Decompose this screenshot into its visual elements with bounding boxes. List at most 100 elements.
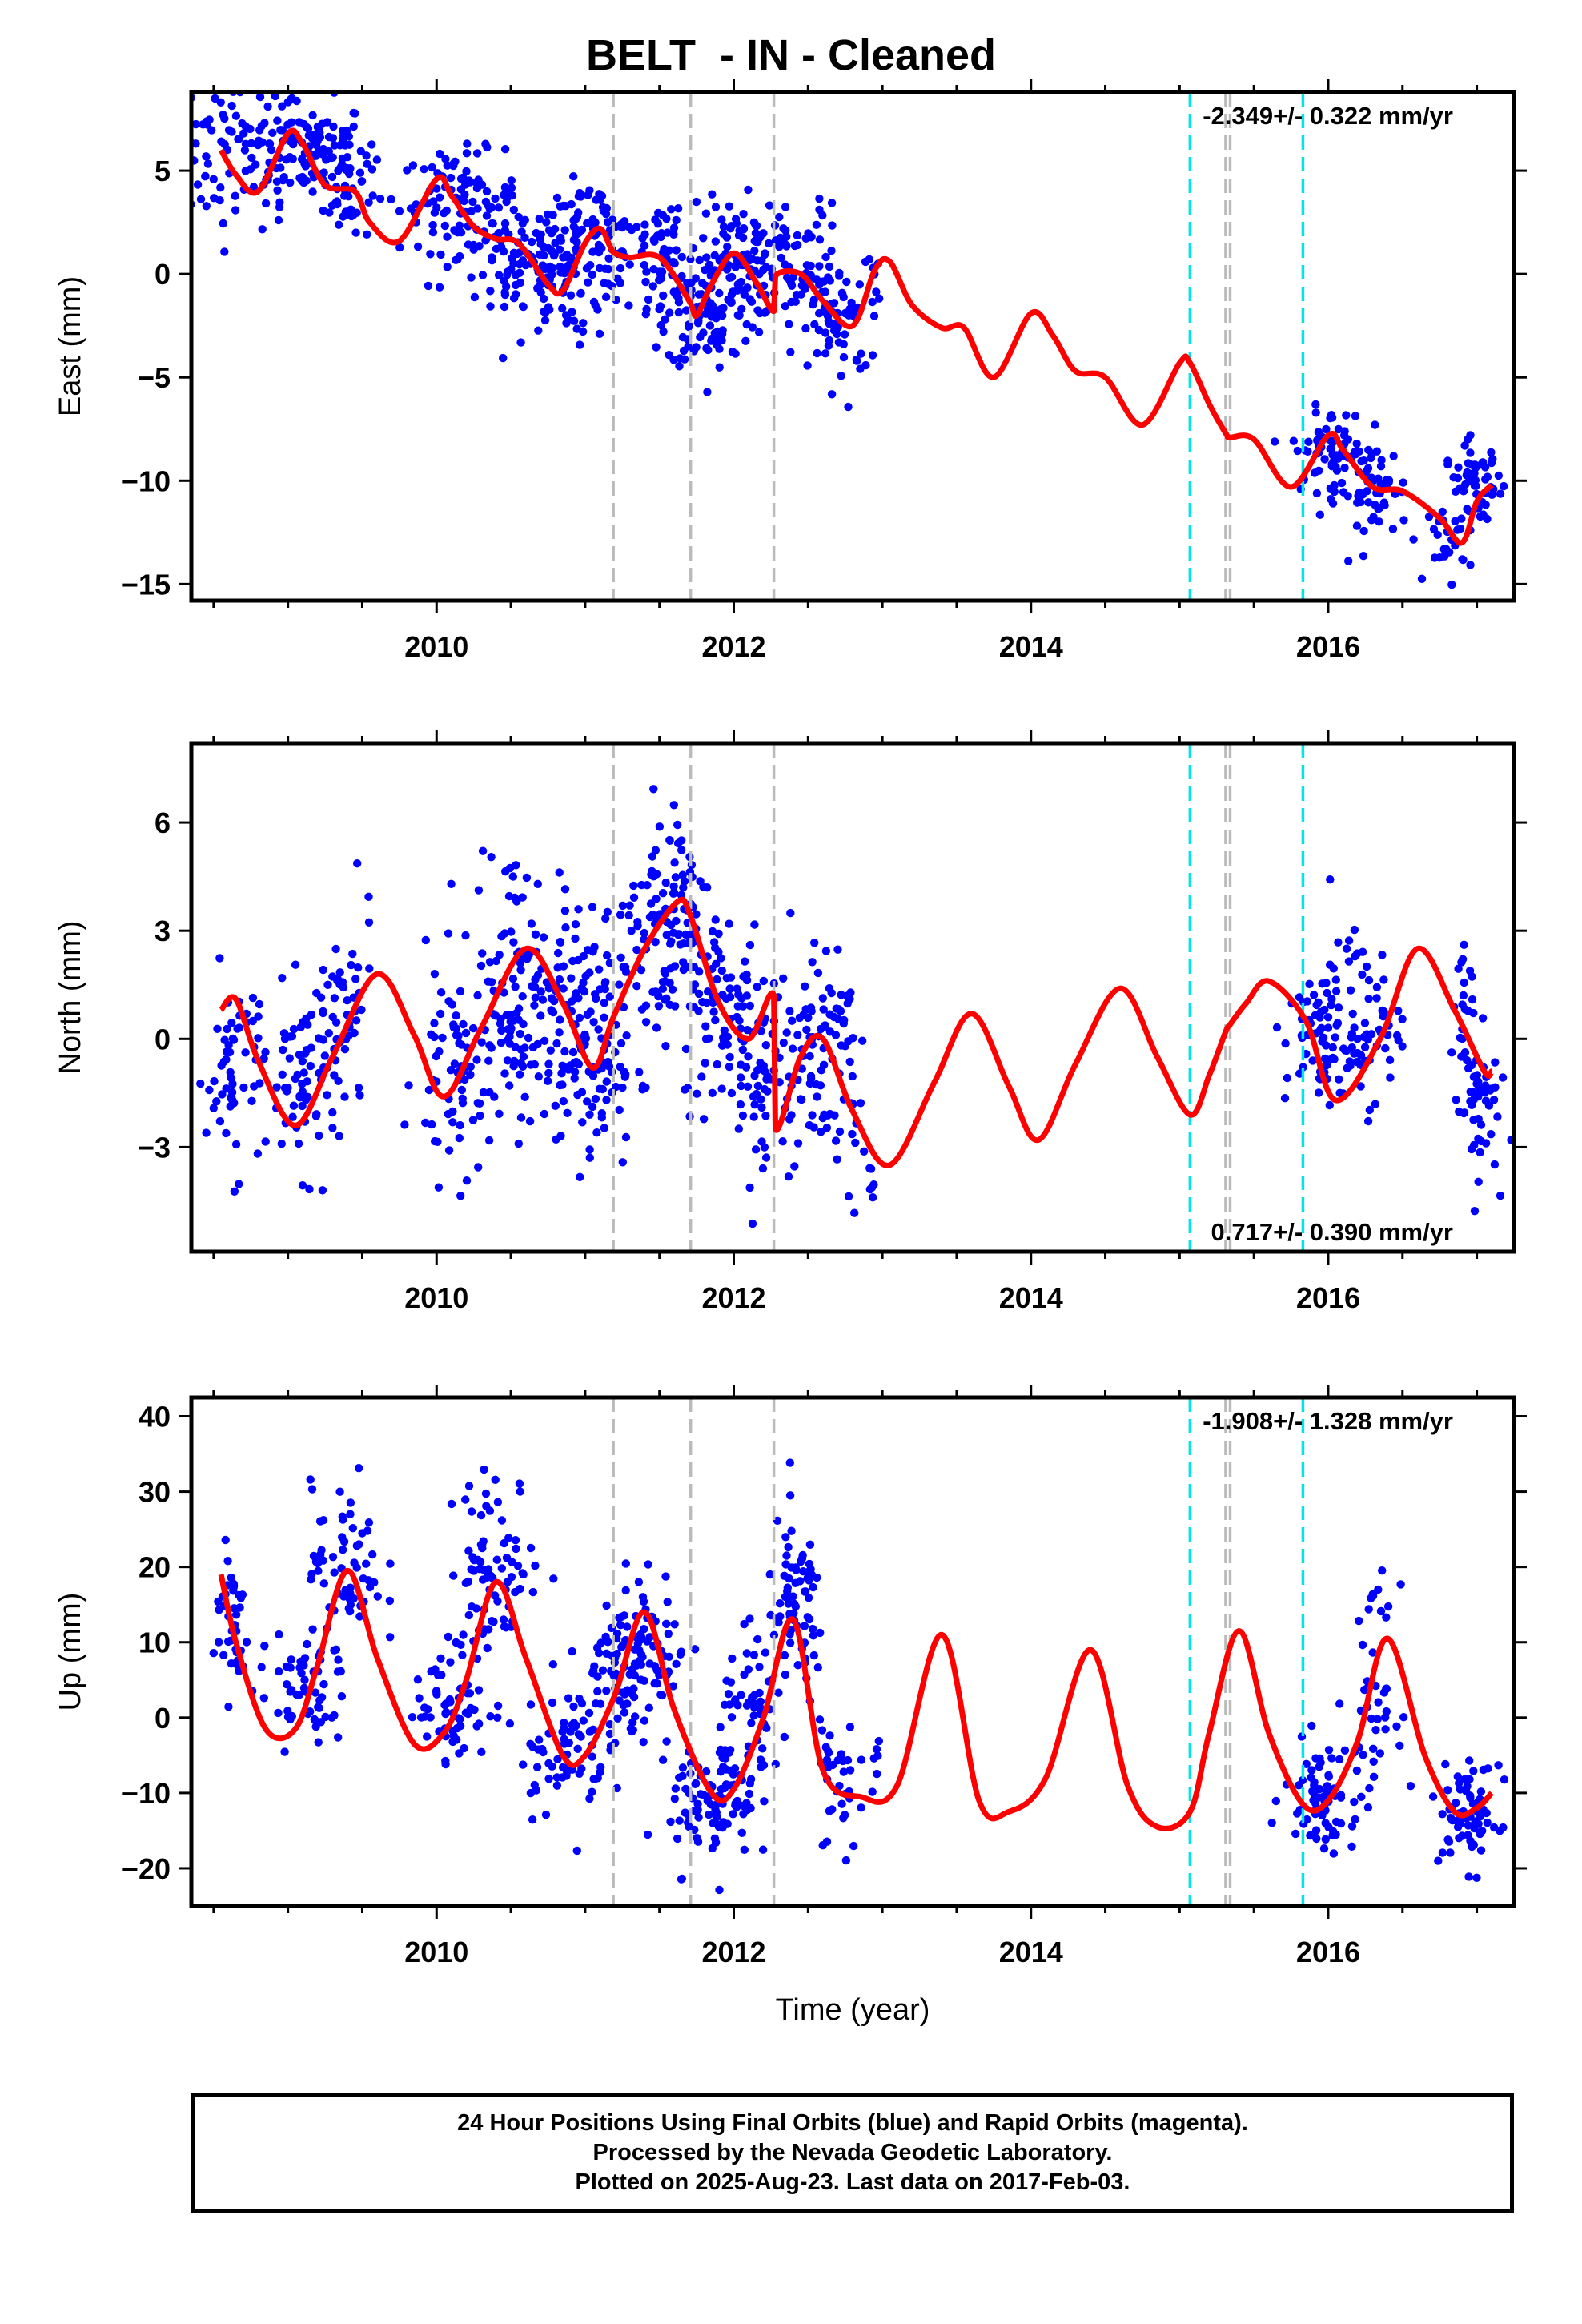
data-point <box>1447 1048 1456 1057</box>
data-point <box>282 1084 291 1093</box>
data-point <box>408 161 418 170</box>
data-point <box>560 1735 568 1743</box>
data-point <box>659 327 668 336</box>
data-point <box>534 326 543 335</box>
data-point <box>238 119 247 128</box>
plot-frame <box>189 741 1516 1254</box>
data-point <box>805 1540 815 1550</box>
data-point <box>461 931 470 940</box>
data-point <box>459 173 468 182</box>
data-point <box>470 292 480 302</box>
data-point <box>601 210 611 219</box>
data-point <box>446 1066 456 1075</box>
data-point <box>540 251 548 260</box>
data-point <box>759 976 768 986</box>
data-point <box>286 178 295 187</box>
data-point <box>1398 1015 1407 1023</box>
data-point <box>1466 561 1475 569</box>
data-point <box>1454 463 1463 472</box>
data-point <box>670 858 679 867</box>
data-point <box>452 255 460 264</box>
data-point <box>1469 1767 1478 1775</box>
data-point <box>485 1088 494 1097</box>
data-point <box>753 306 762 315</box>
data-point <box>1335 1075 1343 1084</box>
data-point <box>1395 1741 1404 1750</box>
data-point <box>503 1056 512 1065</box>
data-point <box>637 1633 646 1642</box>
data-point <box>619 963 628 971</box>
data-point <box>575 1694 584 1703</box>
data-point <box>616 1039 626 1048</box>
data-point <box>548 1698 557 1707</box>
data-point <box>763 1087 772 1096</box>
data-point <box>755 1688 764 1698</box>
data-point <box>625 260 634 269</box>
data-point <box>467 1565 476 1574</box>
data-point <box>1461 480 1470 489</box>
data-point <box>1460 940 1468 950</box>
data-point <box>724 1690 733 1699</box>
data-point <box>749 1112 758 1121</box>
data-point <box>210 1076 219 1086</box>
data-point <box>559 984 568 993</box>
data-point <box>591 1094 600 1104</box>
data-point <box>641 1018 651 1027</box>
data-point <box>486 287 495 296</box>
data-point <box>415 1694 424 1703</box>
data-point <box>815 308 824 318</box>
data-point <box>516 278 525 287</box>
data-point <box>404 1081 413 1090</box>
x-tick-label: 2014 <box>999 1936 1063 1968</box>
data-point <box>509 938 518 947</box>
data-point <box>1323 988 1331 998</box>
data-point <box>661 995 669 1004</box>
data-point <box>354 963 363 972</box>
data-point <box>848 1072 857 1081</box>
data-point <box>507 927 516 936</box>
data-point <box>551 1101 560 1111</box>
data-point <box>487 853 496 862</box>
data-point <box>286 1715 295 1724</box>
data-point <box>830 1111 839 1120</box>
data-point <box>612 1783 621 1793</box>
data-point <box>839 352 849 362</box>
data-point <box>300 1654 310 1663</box>
data-point <box>717 336 726 345</box>
data-point <box>298 1101 307 1111</box>
data-point <box>815 194 824 203</box>
data-point <box>561 311 571 320</box>
data-point <box>819 1060 829 1070</box>
data-point <box>705 1810 713 1819</box>
data-point <box>357 177 367 186</box>
data-point <box>468 1553 477 1562</box>
data-point <box>355 1612 364 1621</box>
data-point <box>261 1137 270 1146</box>
data-point <box>434 1671 443 1679</box>
data-point <box>644 1560 652 1569</box>
data-point <box>196 1079 205 1088</box>
data-point <box>306 1475 315 1484</box>
data-point <box>558 1080 567 1089</box>
data-point <box>462 1176 472 1185</box>
data-point <box>1328 499 1338 508</box>
data-point <box>634 1578 644 1586</box>
data-point <box>1318 1811 1327 1820</box>
data-point <box>562 319 571 328</box>
data-point <box>373 1592 382 1601</box>
data-point <box>421 1118 430 1128</box>
data-point <box>752 1089 761 1099</box>
data-point <box>1396 1580 1405 1589</box>
data-point <box>716 1723 725 1731</box>
data-point <box>1454 964 1463 973</box>
data-point <box>299 178 308 187</box>
data-point <box>538 995 548 1004</box>
data-point <box>656 302 665 311</box>
data-point <box>1329 1849 1339 1858</box>
data-point <box>742 991 751 1000</box>
data-point <box>624 911 633 920</box>
data-point <box>1471 464 1480 472</box>
data-point <box>558 304 567 313</box>
data-point <box>532 1763 542 1771</box>
data-point <box>1359 526 1368 536</box>
